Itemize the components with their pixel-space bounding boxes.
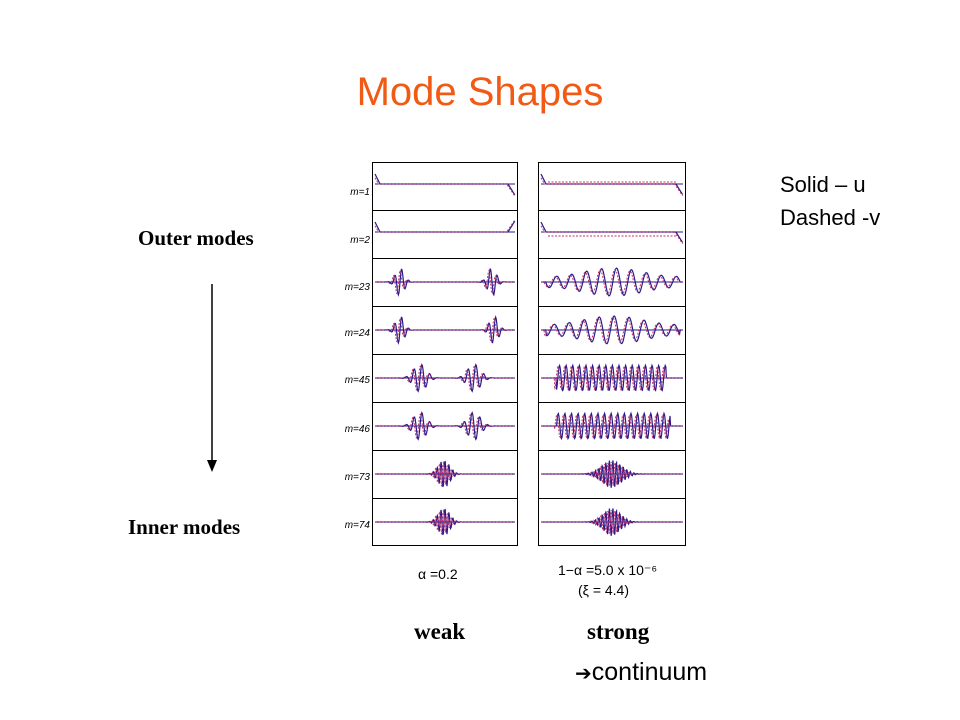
strong-alpha-caption: 1−α =5.0 x 10⁻⁶ (ξ = 4.4) [558, 560, 657, 600]
outer-modes-label: Outer modes [138, 226, 254, 250]
mode-label-m73: m=73 [344, 472, 370, 483]
strong-label: strong [587, 619, 650, 644]
page-title: Mode Shapes [356, 70, 604, 114]
mode-label-m45: m=45 [344, 375, 370, 386]
inner-modes-label: Inner modes [128, 515, 241, 539]
weak-mode-panel [372, 162, 518, 546]
mode-label-m74: m=74 [344, 520, 370, 531]
strong-alpha-value: 1−α =5.0 x 10⁻⁶ [558, 562, 658, 578]
legend-dashed: Dashed -v [780, 205, 881, 230]
right-arrow-icon: ➔ [575, 661, 592, 685]
mode-label-m24: m=24 [344, 328, 370, 339]
down-arrow-icon [207, 284, 217, 472]
legend-solid: Solid – u [780, 172, 866, 197]
mode-label-m1: m=1 [350, 187, 370, 198]
strong-mode-panel [538, 162, 686, 546]
continuum-label: continuum [591, 658, 708, 686]
continuum-note: ➔continuum [575, 658, 707, 687]
strong-xi-value: (ξ = 4.4) [578, 582, 630, 598]
mode-label-m23: m=23 [344, 282, 370, 293]
mode-label-m46: m=46 [344, 424, 370, 435]
mode-label-m2: m=2 [350, 235, 370, 246]
weak-alpha-caption: α =0.2 [418, 566, 458, 582]
weak-label: weak [414, 619, 466, 644]
